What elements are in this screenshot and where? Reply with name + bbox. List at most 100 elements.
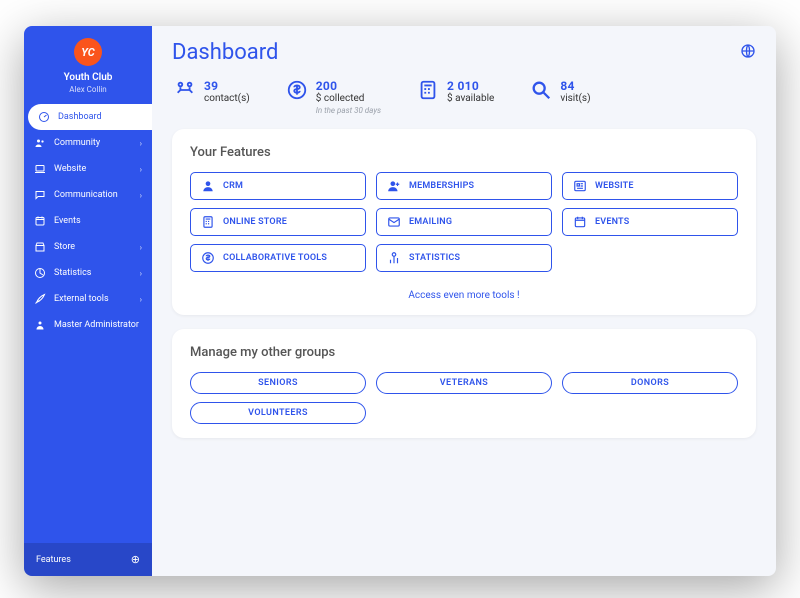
gauge-icon xyxy=(38,111,50,123)
groups-title: Manage my other groups xyxy=(190,345,738,360)
feature-collab[interactable]: COLLABORATIVE TOOLS xyxy=(190,244,366,272)
stat-available: 2 010 $ available xyxy=(417,79,494,115)
stats-icon xyxy=(387,251,401,265)
sidebar-item-dashboard[interactable]: Dashboard xyxy=(28,104,152,130)
sidebar-label: Statistics xyxy=(54,268,132,278)
sidebar: YC Youth Club Alex Collin Dashboard Comm… xyxy=(24,26,152,576)
features-card: Your Features CRM MEMBERSHIPS WEBSITE ON… xyxy=(172,129,756,315)
person-icon xyxy=(201,179,215,193)
sidebar-item-website[interactable]: Website › xyxy=(24,156,152,182)
dollar-icon xyxy=(286,79,308,105)
stat-value: 200 xyxy=(316,79,381,93)
calendar-icon xyxy=(34,215,46,227)
admin-icon xyxy=(34,319,46,331)
group-veterans[interactable]: VETERANS xyxy=(376,372,552,394)
sidebar-label: Master Administrator xyxy=(54,320,142,330)
sidebar-label: Events xyxy=(54,216,142,226)
sidebar-label: Store xyxy=(54,242,132,252)
feature-label: ONLINE STORE xyxy=(223,217,287,227)
person-plus-icon xyxy=(387,179,401,193)
feature-store[interactable]: ONLINE STORE xyxy=(190,208,366,236)
brand-block: YC Youth Club Alex Collin xyxy=(24,26,152,104)
sidebar-item-admin[interactable]: Master Administrator xyxy=(24,312,152,338)
calendar-icon xyxy=(573,215,587,229)
sidebar-footer[interactable]: Features ⊕ xyxy=(24,543,152,576)
chevron-right-icon: › xyxy=(140,139,142,148)
feature-label: CRM xyxy=(223,181,243,191)
rocket-icon xyxy=(34,293,46,305)
feature-label: COLLABORATIVE TOOLS xyxy=(223,253,327,263)
chevron-right-icon: › xyxy=(140,295,142,304)
sidebar-label: Community xyxy=(54,138,132,148)
feature-events[interactable]: EVENTS xyxy=(562,208,738,236)
chevron-right-icon: › xyxy=(140,269,142,278)
plus-circle-icon: ⊕ xyxy=(131,553,140,566)
laptop-icon xyxy=(34,163,46,175)
group-seniors[interactable]: SENIORS xyxy=(190,372,366,394)
feature-label: EVENTS xyxy=(595,217,629,227)
feature-label: MEMBERSHIPS xyxy=(409,181,474,191)
features-title: Your Features xyxy=(190,145,738,160)
chat-icon xyxy=(34,189,46,201)
sidebar-item-external[interactable]: External tools › xyxy=(24,286,152,312)
group-donors[interactable]: DONORS xyxy=(562,372,738,394)
calculator-icon xyxy=(417,79,439,105)
stat-value: 2 010 xyxy=(447,79,494,93)
sidebar-footer-label: Features xyxy=(36,555,71,565)
store-icon xyxy=(34,241,46,253)
group-volunteers[interactable]: VOLUNTEERS xyxy=(190,402,366,424)
chart-icon xyxy=(34,267,46,279)
stat-label: visit(s) xyxy=(560,93,590,104)
stat-label: contact(s) xyxy=(204,93,250,104)
main: Dashboard 39 contact(s) 200 $ collected … xyxy=(152,26,776,576)
sidebar-item-statistics[interactable]: Statistics › xyxy=(24,260,152,286)
feature-crm[interactable]: CRM xyxy=(190,172,366,200)
calculator-icon xyxy=(201,215,215,229)
stat-label: $ available xyxy=(447,93,494,104)
stat-label: $ collected xyxy=(316,93,381,104)
spacer xyxy=(24,338,152,543)
people-icon xyxy=(34,137,46,149)
header: Dashboard xyxy=(172,40,756,65)
groups-grid: SENIORS VETERANS DONORS VOLUNTEERS xyxy=(190,372,738,424)
dollar-icon xyxy=(201,251,215,265)
feature-emailing[interactable]: EMAILING xyxy=(376,208,552,236)
sidebar-item-store[interactable]: Store › xyxy=(24,234,152,260)
contacts-icon xyxy=(174,79,196,105)
stat-value: 84 xyxy=(560,79,590,93)
brand-name: Youth Club xyxy=(64,72,113,83)
chevron-right-icon: › xyxy=(140,191,142,200)
stat-value: 39 xyxy=(204,79,250,93)
sidebar-label: Communication xyxy=(54,190,132,200)
chevron-right-icon: › xyxy=(140,243,142,252)
stat-collected: 200 $ collected In the past 30 days xyxy=(286,79,381,115)
stats-row: 39 contact(s) 200 $ collected In the pas… xyxy=(172,75,756,129)
mail-icon xyxy=(387,215,401,229)
search-icon xyxy=(530,79,552,105)
features-more-link[interactable]: Access even more tools ! xyxy=(190,290,738,301)
app-shell: YC Youth Club Alex Collin Dashboard Comm… xyxy=(24,26,776,576)
sidebar-nav: Dashboard Community › Website › Communic… xyxy=(24,104,152,338)
feature-label: EMAILING xyxy=(409,217,452,227)
features-grid: CRM MEMBERSHIPS WEBSITE ONLINE STORE EMA… xyxy=(190,172,738,272)
stat-contacts: 39 contact(s) xyxy=(174,79,250,115)
sidebar-label: Website xyxy=(54,164,132,174)
sidebar-item-community[interactable]: Community › xyxy=(24,130,152,156)
sidebar-item-events[interactable]: Events xyxy=(24,208,152,234)
stat-note: In the past 30 days xyxy=(316,106,381,115)
brand-user: Alex Collin xyxy=(69,85,106,94)
sidebar-label: External tools xyxy=(54,294,132,304)
globe-icon[interactable] xyxy=(740,43,756,63)
news-icon xyxy=(573,179,587,193)
page-title: Dashboard xyxy=(172,40,278,65)
sidebar-label: Dashboard xyxy=(58,112,142,122)
feature-statistics[interactable]: STATISTICS xyxy=(376,244,552,272)
sidebar-item-communication[interactable]: Communication › xyxy=(24,182,152,208)
groups-card: Manage my other groups SENIORS VETERANS … xyxy=(172,329,756,438)
brand-logo: YC xyxy=(74,38,102,66)
feature-memberships[interactable]: MEMBERSHIPS xyxy=(376,172,552,200)
chevron-right-icon: › xyxy=(140,165,142,174)
feature-website[interactable]: WEBSITE xyxy=(562,172,738,200)
stat-visits: 84 visit(s) xyxy=(530,79,590,115)
feature-label: STATISTICS xyxy=(409,253,460,263)
